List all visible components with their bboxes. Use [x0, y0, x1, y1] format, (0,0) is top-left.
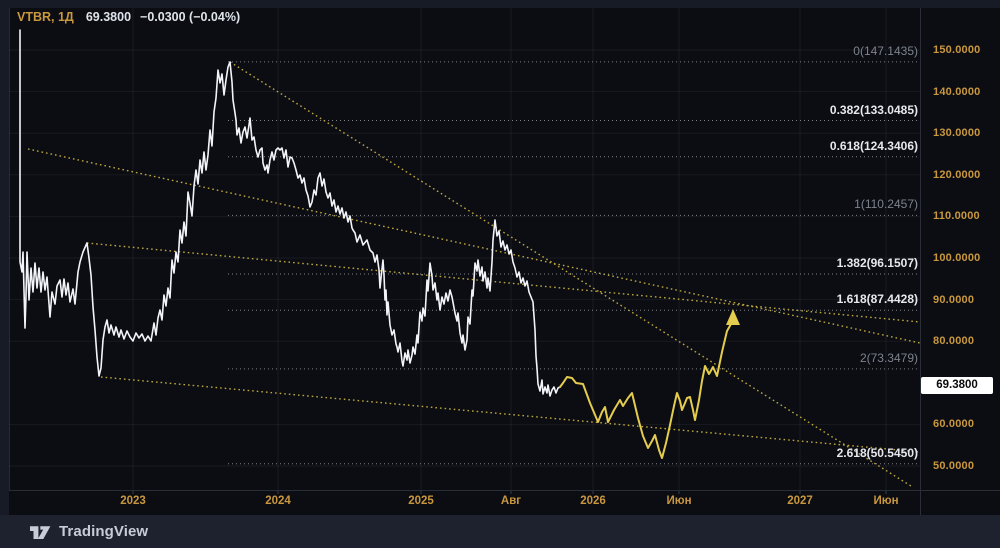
- price-axis[interactable]: 150.0000 140.0000 130.0000 120.0000 110.0000…: [921, 8, 1000, 490]
- price-axis-label: 80.0000: [933, 335, 975, 348]
- price-change: −0.0300 (−0.04%): [140, 10, 241, 24]
- time-axis-label: Авг: [500, 495, 522, 507]
- time-axis[interactable]: 2023 2024 2025 Авг 2026 Июн 2027 Июн: [9, 490, 920, 515]
- current-price-badge: 69.3800: [921, 376, 993, 394]
- chart-plot-area[interactable]: [9, 8, 920, 490]
- price-axis-label: 110.0000: [933, 210, 980, 223]
- price-line: [19, 29, 561, 397]
- chart-panel: [9, 8, 1000, 515]
- time-axis-label: Июн: [873, 495, 899, 507]
- trendline: [86, 242, 921, 323]
- price-axis-label: 60.0000: [933, 418, 975, 431]
- time-axis-label: 2024: [265, 495, 291, 507]
- trendline: [27, 148, 921, 344]
- price-axis-label: 150.0000: [933, 44, 981, 56]
- last-price: 69.3800: [85, 10, 132, 24]
- price-axis-label: 120.0000: [933, 168, 981, 181]
- time-axis-label: 2023: [120, 495, 146, 507]
- symbol-title[interactable]: VTBR, 1Д: [17, 10, 74, 24]
- price-axis-label: 100.0000: [933, 252, 981, 264]
- tradingview-logo[interactable]: TradingView: [29, 523, 148, 540]
- tradingview-wordmark: TradingView: [59, 523, 149, 540]
- projection-arrow: [726, 309, 740, 325]
- bottom-bar: TradingView: [0, 515, 1000, 548]
- price-axis-label: 140.0000: [933, 85, 981, 98]
- price-axis-label: 130.0000: [933, 127, 981, 140]
- trendline: [229, 61, 912, 487]
- time-axis-label: 2026: [580, 495, 606, 507]
- price-axis-label: 90.0000: [933, 293, 975, 306]
- time-axis-label: Июн: [666, 495, 692, 507]
- time-axis-label: 2027: [787, 495, 813, 507]
- projection-line: [559, 323, 732, 459]
- time-axis-label: 2025: [408, 495, 434, 507]
- legend: VTBR, 1Д 69.3800 −0.0300 (−0.04%): [17, 10, 249, 24]
- price-axis-label: 50.0000: [933, 460, 975, 472]
- tradingview-logo-icon: [30, 526, 51, 539]
